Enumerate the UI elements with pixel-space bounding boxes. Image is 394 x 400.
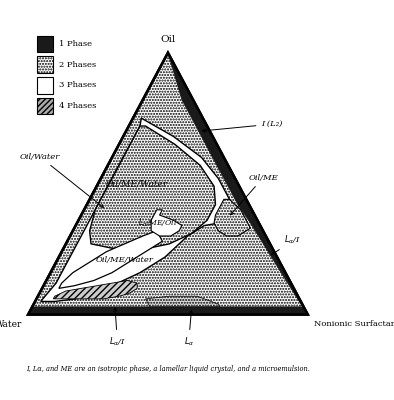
Polygon shape	[41, 118, 232, 302]
Text: $L_\alpha$/I: $L_\alpha$/I	[109, 308, 126, 348]
Text: Oil: Oil	[160, 35, 176, 44]
Polygon shape	[59, 231, 162, 288]
Text: Water: Water	[0, 320, 22, 330]
Bar	[37, 36, 54, 52]
Text: I (L₂): I (L₂)	[203, 120, 283, 132]
Bar	[37, 98, 54, 114]
Text: 4 Phases: 4 Phases	[59, 102, 96, 110]
Text: $L_\alpha$/I: $L_\alpha$/I	[272, 234, 301, 255]
Text: 3 Phases: 3 Phases	[59, 82, 96, 90]
Polygon shape	[151, 210, 182, 236]
Polygon shape	[145, 296, 220, 307]
Text: Nonionic Surfactant: Nonionic Surfactant	[314, 320, 394, 328]
Bar	[37, 77, 54, 94]
Bar	[37, 56, 54, 73]
Polygon shape	[89, 126, 216, 249]
Polygon shape	[28, 53, 308, 314]
Text: Oil/ME/Water: Oil/ME/Water	[96, 256, 154, 264]
Text: Oil/ME/Water: Oil/ME/Water	[106, 179, 168, 188]
Text: $L_\alpha$/ME/Oil: $L_\alpha$/ME/Oil	[138, 217, 178, 229]
Text: I, Lα, and ME are an isotropic phase, a lamellar liquid crystal, and a microemul: I, Lα, and ME are an isotropic phase, a …	[26, 365, 310, 373]
Text: 2 Phases: 2 Phases	[59, 61, 96, 69]
Text: 1 Phase: 1 Phase	[59, 40, 92, 48]
Polygon shape	[168, 53, 308, 314]
Polygon shape	[214, 199, 251, 236]
Text: Oil/Water: Oil/Water	[20, 153, 103, 208]
Text: Oil/ME: Oil/ME	[230, 174, 278, 215]
Text: $L_\alpha$: $L_\alpha$	[184, 310, 194, 348]
Polygon shape	[53, 280, 137, 299]
Polygon shape	[28, 307, 308, 314]
